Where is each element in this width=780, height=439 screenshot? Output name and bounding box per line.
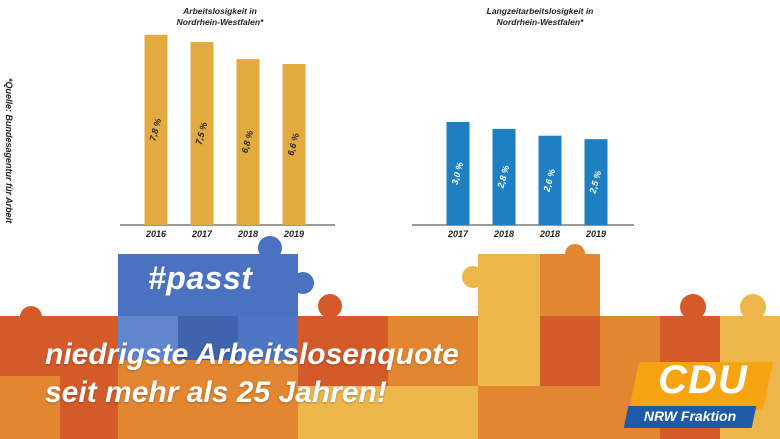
puzzle-knob	[258, 236, 282, 260]
puzzle-knob	[318, 294, 342, 318]
puzzle-piece	[118, 360, 298, 439]
chart-title-long-term: Langzeitarbeitslosigkeit in Nordrhein-We…	[455, 6, 625, 28]
puzzle-knob	[680, 294, 706, 320]
x-tick-label: 2018	[237, 229, 258, 239]
bar-2018	[538, 135, 562, 225]
puzzle-knob	[20, 306, 42, 328]
chart-title-line: Nordrhein-Westfalen*	[176, 17, 264, 27]
bar-2016	[144, 34, 168, 225]
x-tick-label: 2017	[191, 229, 213, 239]
chart-title-line: Arbeitslosigkeit in	[183, 6, 257, 16]
puzzle-piece	[0, 376, 60, 439]
nrw-fraktion-text: NRW Fraktion	[643, 408, 737, 424]
hashtag-text: #passt	[148, 260, 253, 296]
bar-2018	[492, 128, 516, 225]
puzzle-piece	[238, 316, 298, 360]
puzzle-knob	[565, 244, 585, 264]
x-tick-label: 2016	[145, 229, 167, 239]
slogan-text: niedrigste Arbeitslosenquote seit mehr a…	[45, 336, 459, 412]
puzzle-piece	[478, 254, 540, 316]
bar-2018	[236, 59, 260, 225]
x-tick-label: 2018	[493, 229, 514, 239]
x-tick-label: 2017	[447, 229, 469, 239]
bar-2019	[282, 64, 306, 226]
bar-2017	[446, 122, 470, 225]
bar-2019	[584, 139, 608, 225]
puzzle-piece	[118, 254, 298, 316]
puzzle-piece	[540, 254, 600, 316]
x-tick-label: 2018	[539, 229, 560, 239]
slogan-line: niedrigste Arbeitslosenquote	[45, 338, 459, 371]
puzzle-knob	[740, 294, 766, 320]
puzzle-piece	[478, 386, 600, 439]
chart-title-line: Langzeitarbeitslosigkeit in	[486, 6, 594, 16]
puzzle-knob	[292, 272, 314, 294]
cdu-logo-text: CDU	[658, 358, 748, 402]
x-tick-label: 2019	[283, 229, 304, 239]
slogan-line: seit mehr als 25 Jahren!	[45, 376, 387, 409]
x-tick-label: 2019	[585, 229, 606, 239]
puzzle-piece	[298, 386, 478, 439]
chart-title-line: Nordrhein-Westfalen*	[496, 17, 584, 27]
puzzle-piece	[178, 316, 238, 360]
source-note: *Quelle: Bundesagentur für Arbeit	[4, 78, 14, 224]
bar-2017	[190, 42, 214, 226]
chart-title-unemployment: Arbeitslosigkeit in Nordrhein-Westfalen*	[150, 6, 290, 28]
puzzle-knob	[462, 266, 484, 288]
puzzle-piece	[118, 316, 178, 360]
